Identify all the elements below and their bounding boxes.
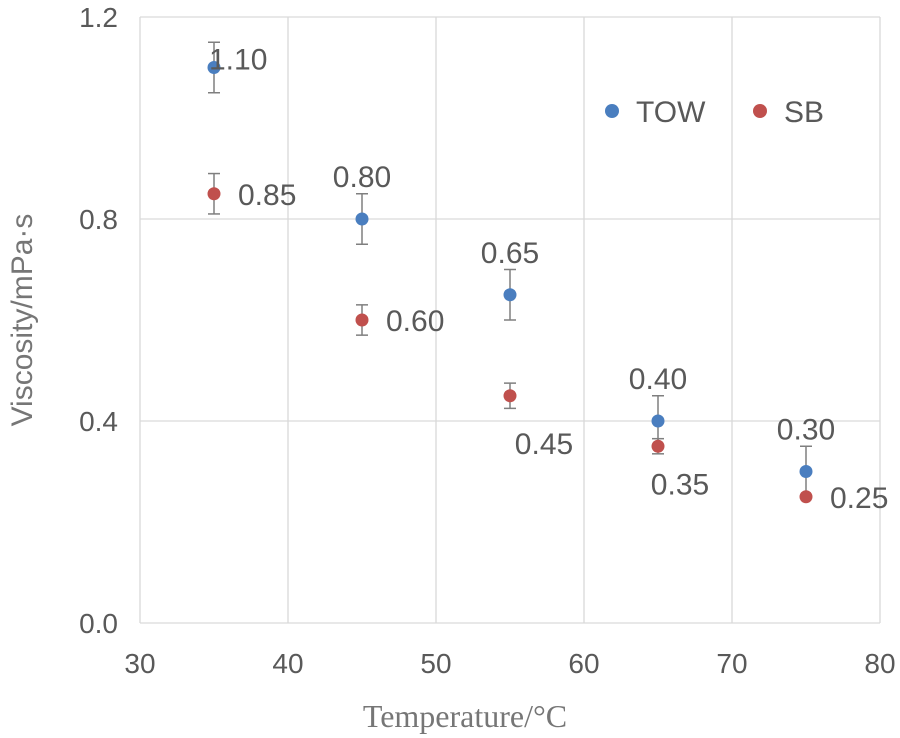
tow-point — [503, 288, 517, 302]
legend-sb-marker — [753, 104, 767, 118]
y-axis-title: Viscosity/mPa·s — [6, 214, 39, 427]
sb-point — [799, 490, 813, 504]
sb-data-label: 0.45 — [515, 428, 573, 461]
sb-data-label: 0.85 — [238, 179, 296, 212]
point-layer — [207, 61, 813, 504]
x-tick-label: 80 — [864, 648, 895, 679]
sb-data-label: 0.35 — [651, 468, 709, 501]
x-axis-title: Temperature/°C — [363, 698, 567, 734]
tow-data-label: 0.30 — [777, 414, 835, 447]
tow-point — [207, 61, 221, 74]
tow-point — [651, 414, 665, 428]
x-tick-label: 70 — [716, 648, 747, 679]
data-label-layer: 1.10 0.80 0.65 0.40 0.30 0.85 0.60 0.45 0.35 0.25 — [209, 44, 888, 515]
tow-data-label: 0.65 — [481, 237, 539, 270]
y-tick-label: 0.0 — [79, 608, 118, 639]
tow-data-label: 0.80 — [333, 161, 391, 194]
x-tick-label: 40 — [272, 648, 303, 679]
sb-point — [651, 439, 665, 453]
sb-data-label: 0.60 — [386, 305, 444, 338]
tow-point — [355, 212, 369, 226]
legend-tow-label: TOW — [636, 96, 706, 129]
x-tick-label: 60 — [568, 648, 599, 679]
legend: TOW SB — [605, 96, 824, 129]
y-tick-label: 1.2 — [79, 2, 118, 33]
y-tick-label: 0.8 — [79, 204, 118, 235]
tow-data-label: 0.40 — [629, 363, 687, 396]
tow-point — [799, 465, 813, 478]
legend-tow-marker — [605, 104, 619, 118]
x-tick-label: 50 — [420, 648, 451, 679]
sb-point — [355, 313, 369, 327]
x-tick-label: 30 — [124, 648, 155, 679]
tick-layer: 30 40 50 60 70 80 0.0 0.4 0.8 1.2 — [79, 2, 896, 679]
sb-point — [207, 187, 221, 201]
legend-sb-label: SB — [784, 96, 824, 129]
sb-data-label: 0.25 — [830, 482, 888, 515]
y-tick-label: 0.4 — [79, 406, 118, 437]
grid-layer — [139, 16, 881, 624]
sb-point — [503, 389, 517, 403]
tow-data-label: 1.10 — [209, 44, 267, 77]
